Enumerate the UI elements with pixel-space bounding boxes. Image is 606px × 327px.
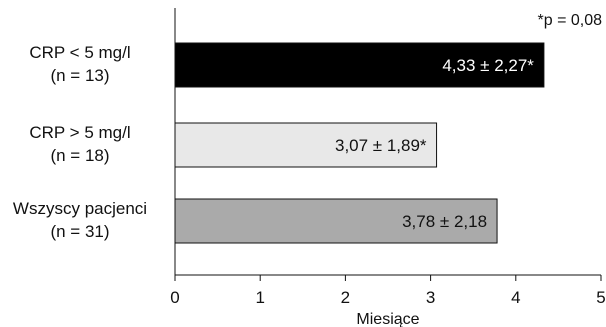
category-count-1: (n = 13) (50, 66, 109, 85)
category-label-2: CRP > 5 mg/l (29, 123, 130, 142)
bar-value-label-1: 4,33 ± 2,27* (442, 56, 534, 75)
bar-2 (174, 122, 438, 168)
x-axis-label: Miesiące (356, 311, 419, 327)
x-tick-label-0: 0 (170, 288, 179, 307)
category-label-1: CRP < 5 mg/l (29, 43, 130, 62)
x-tick-label-5: 5 (596, 288, 605, 307)
bar-1 (174, 42, 545, 88)
bars-group: 4,33 ± 2,27* 3,07 ± 1,89* 3,78 ± 2,18 (174, 42, 545, 244)
x-tick-label-3: 3 (426, 288, 435, 307)
significance-note: *p = 0,08 (538, 12, 603, 29)
bar-value-label-2: 3,07 ± 1,89* (335, 136, 427, 155)
axes: 0 1 2 3 4 5 (170, 8, 606, 307)
category-labels: CRP < 5 mg/l (n = 13) CRP > 5 mg/l (n = 18)… (13, 43, 147, 241)
category-label-3: Wszyscy pacjenci (13, 199, 147, 218)
x-tick-label-1: 1 (255, 288, 264, 307)
category-count-3: (n = 31) (50, 222, 109, 241)
x-tick-label-4: 4 (511, 288, 520, 307)
bar-value-label-3: 3,78 ± 2,18 (402, 212, 487, 231)
bar-3 (174, 198, 498, 244)
category-count-2: (n = 18) (50, 146, 109, 165)
x-tick-label-2: 2 (341, 288, 350, 307)
